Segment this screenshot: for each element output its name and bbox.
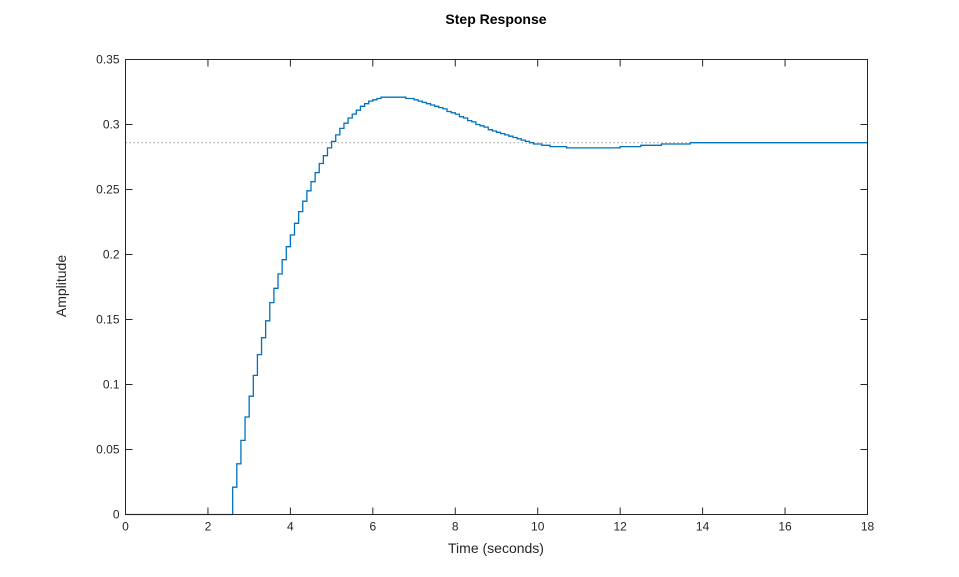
x-tick-label: 2 [205,520,212,534]
x-tick-label: 8 [452,520,459,534]
y-tick-label: 0.35 [96,53,120,67]
y-tick-label: 0.05 [96,443,120,457]
y-axis-label: Amplitude [53,255,69,317]
y-tick-label: 0.15 [96,313,120,327]
y-tick-label: 0.2 [103,248,120,262]
x-tick-label: 12 [613,520,627,534]
x-tick-label: 14 [696,520,710,534]
x-axis-label: Time (seconds) [448,540,544,556]
chart-title: Step Response [445,11,546,27]
x-tick-label: 0 [122,520,129,534]
x-tick-label: 4 [287,520,294,534]
x-tick-label: 16 [778,520,792,534]
axes-box [125,59,868,515]
x-tick-label: 10 [531,520,545,534]
step-response-line [125,96,868,516]
x-tick-label: 18 [861,520,875,534]
y-tick-label: 0.3 [103,118,120,132]
y-tick-label: 0.25 [96,183,120,197]
x-tick-label: 6 [369,520,376,534]
y-tick-label: 0.1 [103,378,120,392]
y-tick-label: 0 [113,508,120,522]
